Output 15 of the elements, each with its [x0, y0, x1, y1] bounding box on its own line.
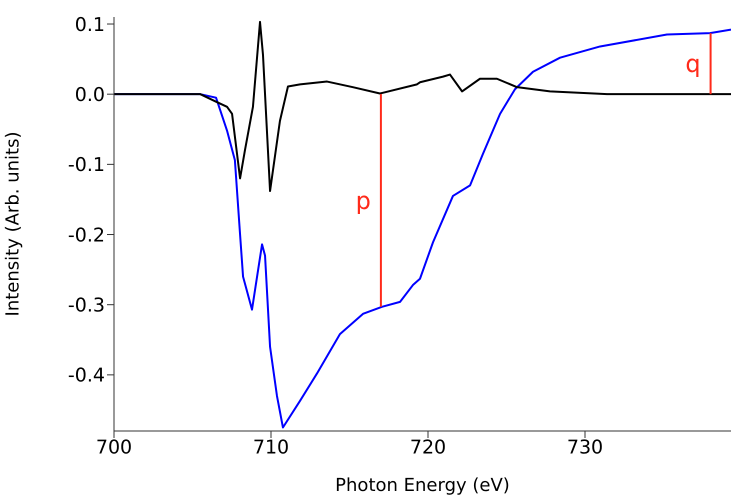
line-series — [114, 20, 731, 192]
y-tick-label: -0.2 — [68, 224, 105, 246]
x-axis-title: Photon Energy (eV) — [335, 475, 510, 495]
y-tick-label: -0.3 — [68, 294, 105, 316]
x-tick-label: 710 — [252, 436, 290, 458]
y-tick-label: -0.4 — [68, 364, 105, 387]
series-label: p — [356, 187, 371, 216]
x-tick-label: 720 — [410, 436, 446, 458]
x-tick-label: 730 — [566, 436, 604, 458]
series-label: q — [685, 50, 701, 78]
y-axis-title: Intensity (Arb. units) — [2, 132, 24, 316]
y-tick-label: -0.1 — [68, 154, 105, 176]
x-tick-label: 700 — [96, 436, 132, 458]
y-tick-label: 0.1 — [74, 14, 105, 36]
y-tick-label: 0.0 — [74, 84, 105, 106]
